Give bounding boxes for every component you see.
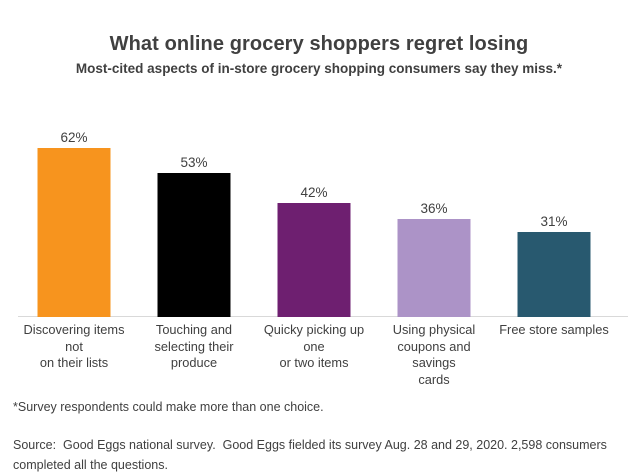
bar-column: 62% xyxy=(14,130,134,317)
footnote: *Survey respondents could make more than… xyxy=(13,400,324,414)
category-label: Discovering items not on their lists xyxy=(23,322,125,370)
category-label: Free store samples xyxy=(499,322,609,337)
source-note: Source: Good Eggs national survey. Good … xyxy=(13,438,611,472)
bar-column: 36% xyxy=(374,130,494,317)
bar-value-label: 42% xyxy=(300,185,328,200)
category-axis-labels: Discovering items not on their lists Touch… xyxy=(14,322,614,388)
category-label: Using physical coupons and savings cards xyxy=(392,322,476,387)
bar-value-label: 36% xyxy=(420,201,448,216)
bar-column: 53% xyxy=(134,130,254,317)
bar-value-label: 53% xyxy=(180,155,208,170)
chart-subtitle: Most-cited aspects of in-store grocery s… xyxy=(75,61,563,76)
bar xyxy=(37,148,111,317)
bar-value-label: 62% xyxy=(60,130,88,145)
chart-title: What online grocery shoppers regret losi… xyxy=(109,33,529,55)
bar xyxy=(277,203,351,317)
bar-value-label: 31% xyxy=(540,214,568,229)
bar xyxy=(397,219,471,317)
bar xyxy=(157,173,231,317)
bar-column: 31% xyxy=(494,130,614,317)
category-label: Touching and selecting their produce xyxy=(154,322,234,370)
bar-chart: 62% 53% 42% 36% 31% xyxy=(14,130,628,317)
category-label: Quicky picking up one or two items xyxy=(263,322,365,370)
bar-column: 42% xyxy=(254,130,374,317)
bar xyxy=(517,232,591,317)
